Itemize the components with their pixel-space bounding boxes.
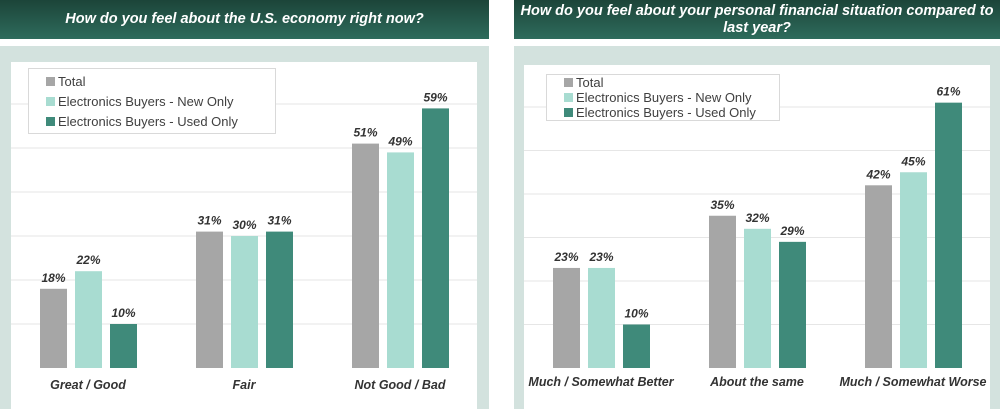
category-label: Much / Somewhat Better — [528, 375, 674, 389]
chart-1-panel: 18% 22% 10% Great / Good 31% 30% 31% Fair 51% 49%… — [0, 46, 489, 409]
legend-label: Total — [58, 73, 86, 89]
category-label: Not Good / Bad — [355, 378, 446, 392]
data-label: 10% — [624, 307, 648, 321]
chart-2-svg: 23% 23% 10% Much / Somewhat Better 35% 32% 29%… — [524, 85, 990, 389]
bar — [387, 152, 414, 368]
data-label: 51% — [353, 126, 377, 140]
chart-2-title: How do you feel about your personal fina… — [514, 0, 1000, 39]
chart-1-title: How do you feel about the U.S. economy r… — [0, 0, 489, 39]
bar — [110, 324, 137, 368]
data-label: 22% — [75, 253, 100, 267]
legend-swatch-total — [564, 78, 573, 87]
data-label: 35% — [710, 198, 734, 212]
data-label: 59% — [423, 90, 447, 104]
bar — [352, 143, 379, 368]
category-label: Much / Somewhat Worse — [839, 375, 986, 389]
data-label: 45% — [900, 154, 925, 168]
bar — [231, 236, 258, 368]
data-label: 61% — [936, 85, 960, 99]
legend-swatch-total — [46, 76, 55, 86]
legend-swatch-new — [564, 93, 573, 102]
bar — [744, 228, 771, 368]
legend-item-new: Electronics Buyers - New Only — [564, 90, 773, 105]
data-label: 10% — [111, 306, 135, 320]
data-label: 42% — [865, 167, 890, 181]
chart-1-legend: Total Electronics Buyers - New Only Elec… — [28, 68, 276, 134]
legend-swatch-used — [564, 108, 573, 117]
legend-label: Electronics Buyers - New Only — [576, 90, 752, 105]
chart-1-plot: 18% 22% 10% Great / Good 31% 30% 31% Fair 51% 49%… — [11, 62, 477, 409]
data-label: 49% — [387, 134, 412, 148]
category-label: About the same — [709, 375, 804, 389]
data-label: 23% — [588, 250, 613, 264]
bar — [900, 172, 927, 368]
bar — [553, 267, 580, 368]
chart-2-panel: 23% 23% 10% Much / Somewhat Better 35% 32% 29%… — [514, 46, 1000, 409]
bar — [588, 267, 615, 368]
category-label: Fair — [233, 378, 257, 392]
legend-label: Electronics Buyers - Used Only — [58, 113, 238, 129]
legend-item-total: Total — [564, 75, 773, 90]
bar — [75, 271, 102, 368]
legend-item-total: Total — [46, 71, 269, 91]
legend-swatch-new — [46, 96, 55, 106]
data-label: 32% — [745, 211, 769, 225]
data-label: 29% — [779, 224, 804, 238]
category-label: Great / Good — [50, 378, 126, 392]
data-label: 18% — [41, 271, 65, 285]
data-label: 23% — [553, 250, 578, 264]
data-label: 31% — [197, 214, 221, 228]
legend-item-used: Electronics Buyers - Used Only — [564, 105, 773, 120]
bar — [40, 288, 67, 368]
legend-label: Electronics Buyers - New Only — [58, 93, 234, 109]
chart-2-legend: Total Electronics Buyers - New Only Elec… — [546, 74, 780, 121]
legend-swatch-used — [46, 116, 55, 126]
bar — [196, 231, 223, 368]
bar — [935, 102, 962, 369]
legend-label: Electronics Buyers - Used Only — [576, 105, 756, 120]
chart-2-plot: 23% 23% 10% Much / Somewhat Better 35% 32% 29%… — [524, 65, 990, 409]
bar — [779, 241, 806, 368]
data-label: 31% — [267, 214, 291, 228]
bar — [623, 324, 650, 368]
legend-label: Total — [576, 75, 604, 90]
legend-item-new: Electronics Buyers - New Only — [46, 91, 269, 111]
bar — [422, 108, 449, 369]
legend-item-used: Electronics Buyers - Used Only — [46, 111, 269, 131]
bar — [709, 215, 736, 368]
data-label: 30% — [232, 218, 256, 232]
bar — [266, 231, 293, 368]
bar — [865, 185, 892, 368]
